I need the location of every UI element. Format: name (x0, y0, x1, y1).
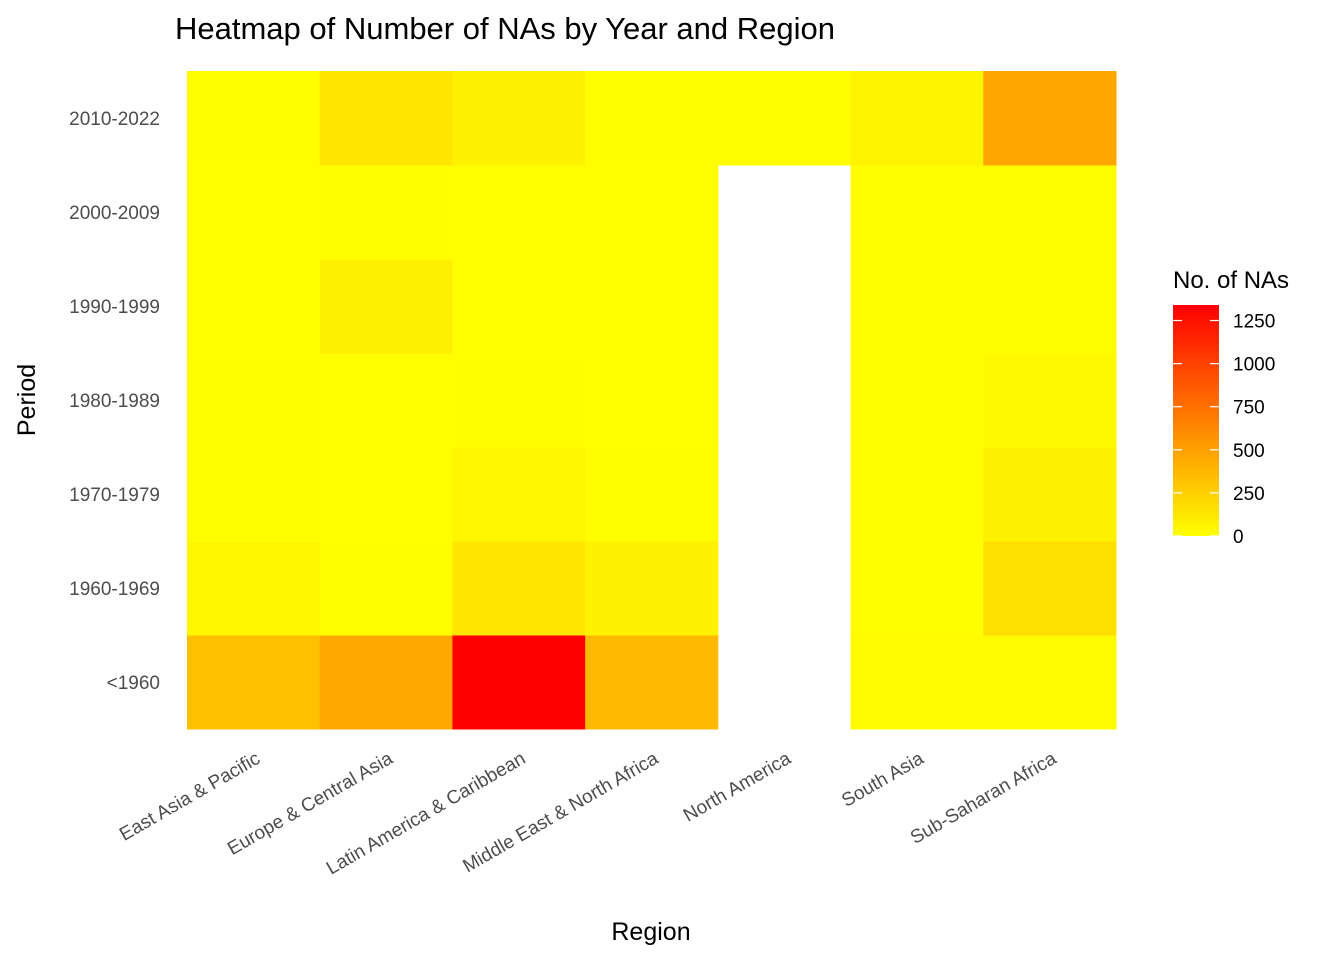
heatmap-cell (319, 541, 453, 636)
heatmap-cell (983, 259, 1117, 354)
heatmap-cell (187, 353, 321, 448)
heatmap-cell (983, 165, 1117, 260)
heatmap-cell (319, 635, 453, 730)
heatmap-cell (452, 71, 586, 166)
heatmap-cell (452, 353, 586, 448)
heatmap-cell (187, 71, 321, 166)
x-axis-title: Region (611, 918, 690, 946)
legend-tick-label: 500 (1233, 441, 1265, 462)
y-tick-label: <1960 (107, 673, 160, 694)
heatmap-cell (850, 259, 984, 354)
heatmap-cell (319, 165, 453, 260)
heatmap-cell (585, 635, 719, 730)
color-legend: No. of NAs 0 250 500 750 1000 1250 (1173, 267, 1289, 548)
heatmap-cell (983, 353, 1117, 448)
heatmap-cell (850, 635, 984, 730)
heatmap-cell (983, 447, 1117, 542)
legend-title: No. of NAs (1173, 267, 1289, 294)
heatmap-cell (187, 165, 321, 260)
heatmap-cells (187, 71, 1117, 730)
x-tick-label: Sub-Saharan Africa (907, 748, 1061, 849)
heatmap-cell (850, 353, 984, 448)
x-tick-label: North America (680, 748, 795, 827)
heatmap-cell (319, 71, 453, 166)
heatmap-cell (983, 541, 1117, 636)
heatmap-cell (452, 635, 586, 730)
heatmap-cell (452, 447, 586, 542)
legend-tick-label: 1000 (1233, 355, 1275, 376)
heatmap-cell (585, 259, 719, 354)
y-axis-title: Period (13, 364, 41, 436)
heatmap-cell (850, 447, 984, 542)
heatmap-cell (585, 71, 719, 166)
y-tick-label: 1990-1999 (69, 297, 160, 318)
heatmap-cell (585, 353, 719, 448)
heatmap-cell (187, 635, 321, 730)
legend-tick-label: 250 (1233, 484, 1265, 505)
x-tick-label: South Asia (838, 748, 928, 812)
heatmap-cell (452, 541, 586, 636)
legend-ticks: 0 250 500 750 1000 1250 (1173, 312, 1275, 548)
legend-tick-label: 750 (1233, 398, 1265, 419)
heatmap-cell (187, 541, 321, 636)
heatmap-cell (319, 353, 453, 448)
heatmap-cell (850, 71, 984, 166)
heatmap-cell (585, 165, 719, 260)
legend-color-bar (1173, 305, 1219, 536)
y-tick-label: 2010-2022 (69, 109, 160, 130)
y-tick-label: 1960-1969 (69, 579, 160, 600)
heatmap-cell (850, 165, 984, 260)
y-tick-label: 1980-1989 (69, 391, 160, 412)
y-axis-ticks: <1960 1960-1969 1970-1979 1980-1989 1990-199… (69, 109, 160, 694)
heatmap-cell (319, 259, 453, 354)
chart-title: Heatmap of Number of NAs by Year and Reg… (175, 11, 835, 46)
heatmap-cell (585, 447, 719, 542)
heatmap-cell (187, 259, 321, 354)
heatmap-cell (983, 71, 1117, 166)
heatmap-cell (319, 447, 453, 542)
heatmap-cell (983, 635, 1117, 730)
heatmap-cell (452, 259, 586, 354)
heatmap-cell (452, 165, 586, 260)
heatmap-cell (187, 447, 321, 542)
legend-tick-label: 0 (1233, 527, 1244, 548)
heatmap-cell (717, 71, 852, 166)
legend-tick-label: 1250 (1233, 312, 1275, 333)
y-tick-label: 1970-1979 (69, 485, 160, 506)
heatmap-cell (850, 541, 984, 636)
heatmap-cell (585, 541, 719, 636)
y-tick-label: 2000-2009 (69, 203, 160, 224)
